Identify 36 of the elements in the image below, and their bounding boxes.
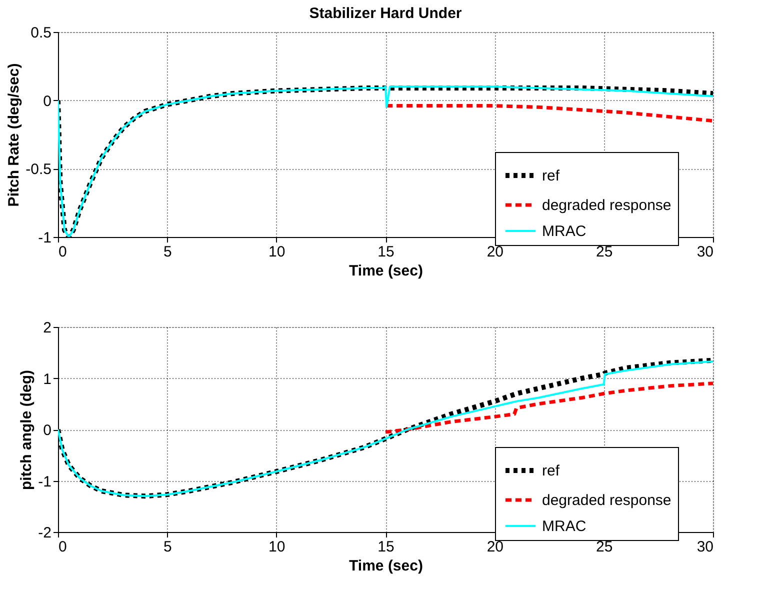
- x-tick-label: 30: [696, 538, 714, 556]
- legend-label: MRAC: [542, 518, 586, 535]
- x-tick-label: 20: [486, 538, 504, 556]
- x-tick-label: 25: [596, 244, 613, 260]
- y-tick-label: 2: [43, 320, 52, 336]
- x-tick-label: 10: [268, 244, 286, 260]
- x-tick-label: 15: [378, 244, 394, 260]
- y-tick-label: 0: [43, 422, 52, 439]
- y-axis-title: pitch angle (deg): [18, 370, 36, 490]
- x-tick-label: 0: [58, 244, 67, 260]
- legend-label: degraded response: [542, 197, 672, 214]
- y-tick-label: -1: [38, 230, 52, 246]
- x-axis-title: Time (sec): [349, 262, 423, 280]
- y-tick-label: 0: [43, 92, 52, 110]
- line-series: [384, 382, 713, 434]
- legend-label: degraded response: [542, 492, 672, 509]
- x-tick-label: 30: [696, 244, 714, 260]
- x-tick-label: 0: [58, 538, 67, 556]
- y-tick-label: -0.5: [26, 161, 52, 178]
- y-tick-label: 1: [43, 370, 52, 388]
- legend-label: MRAC: [542, 223, 586, 240]
- x-axis-title: Time (sec): [349, 558, 423, 574]
- legend-label: ref: [542, 462, 560, 480]
- x-tick-label: 25: [596, 538, 613, 556]
- y-axis-title: Pitch Rate (deg/sec): [6, 63, 23, 207]
- x-tick-label: 5: [163, 244, 172, 260]
- y-tick-label: -2: [38, 524, 52, 542]
- y-tick-label: -1: [38, 473, 52, 490]
- y-tick-label: 0.5: [30, 24, 52, 42]
- x-tick-label: 15: [378, 538, 394, 556]
- legend-label: ref: [542, 168, 560, 184]
- x-tick-label: 5: [163, 538, 172, 556]
- chart-title: Stabilizer Hard Under: [309, 5, 462, 22]
- x-tick-label: 20: [486, 244, 504, 260]
- x-tick-label: 10: [268, 538, 286, 556]
- line-series: [384, 104, 713, 123]
